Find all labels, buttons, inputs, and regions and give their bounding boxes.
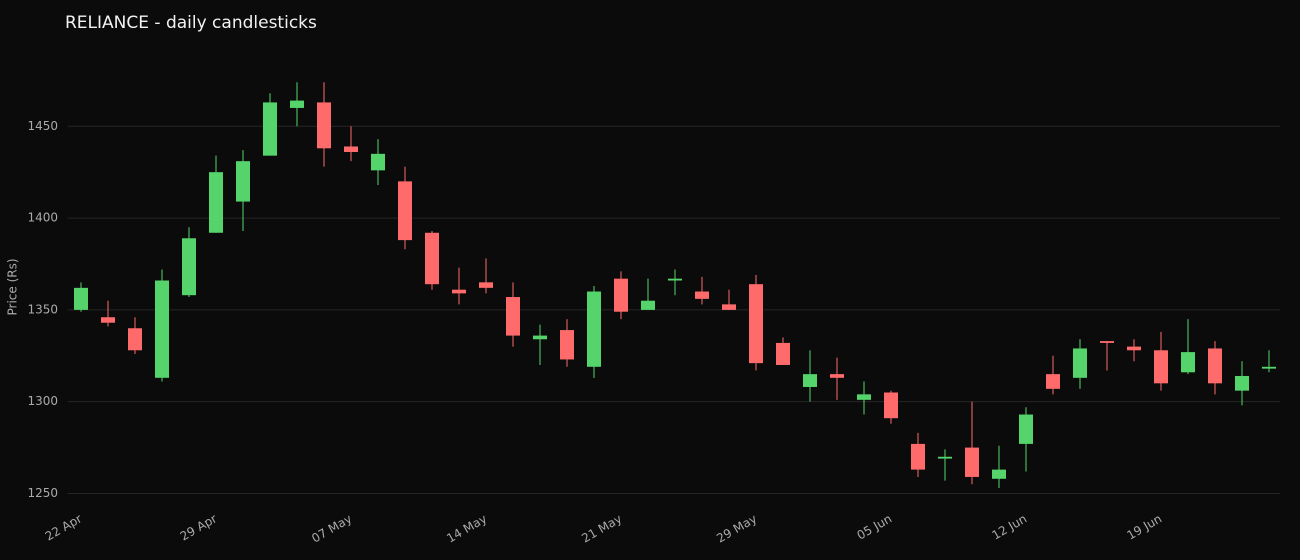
candle-body: [155, 280, 169, 378]
candle-body: [1127, 346, 1141, 351]
y-tick-label: 1400: [27, 211, 58, 225]
candle-body: [263, 102, 277, 156]
y-tick-label: 1250: [27, 486, 58, 500]
candle-body: [722, 304, 736, 310]
candle-body: [911, 443, 925, 470]
candle-body: [101, 317, 115, 323]
candle-body: [1073, 348, 1087, 378]
candle-body: [209, 172, 223, 233]
candle-body: [479, 282, 493, 288]
candle-body: [884, 392, 898, 419]
candle-body: [1235, 375, 1249, 391]
candle-body: [128, 328, 142, 351]
candle-body: [965, 447, 979, 477]
y-axis-title: Price (Rs): [6, 258, 20, 315]
candle-body: [236, 161, 250, 202]
candle-body: [560, 330, 574, 360]
candle-body: [587, 291, 601, 367]
candle-body: [317, 102, 331, 149]
candle-body: [695, 291, 709, 299]
candle-body: [1046, 374, 1060, 389]
candle-body: [668, 278, 682, 281]
candle-body: [425, 232, 439, 285]
candle-body: [857, 394, 871, 400]
candle-body: [74, 287, 88, 310]
candle-body: [1181, 352, 1195, 373]
y-tick-label: 1350: [27, 302, 58, 316]
y-tick-label: 1450: [27, 119, 58, 133]
candle-body: [749, 284, 763, 364]
candle-body: [614, 278, 628, 312]
candle-body: [1208, 348, 1222, 384]
candle-body: [1154, 350, 1168, 384]
candle-body: [398, 181, 412, 241]
candle-body: [371, 153, 385, 171]
candle-body: [776, 342, 790, 365]
candle-body: [533, 335, 547, 340]
candle-body: [1100, 341, 1114, 343]
candle-body: [452, 289, 466, 294]
candle-body: [803, 374, 817, 387]
candle-body: [344, 146, 358, 152]
candle-body: [1262, 366, 1276, 369]
candle-body: [992, 469, 1006, 479]
candle-body: [641, 300, 655, 310]
candle-body: [938, 456, 952, 459]
candle-body: [290, 100, 304, 108]
candle-body: [1019, 414, 1033, 444]
candle-body: [182, 238, 196, 296]
candle-body: [506, 297, 520, 336]
chart-title: RELIANCE - daily candlesticks: [65, 13, 317, 33]
candle-body: [830, 374, 844, 378]
y-tick-label: 1300: [27, 394, 58, 408]
